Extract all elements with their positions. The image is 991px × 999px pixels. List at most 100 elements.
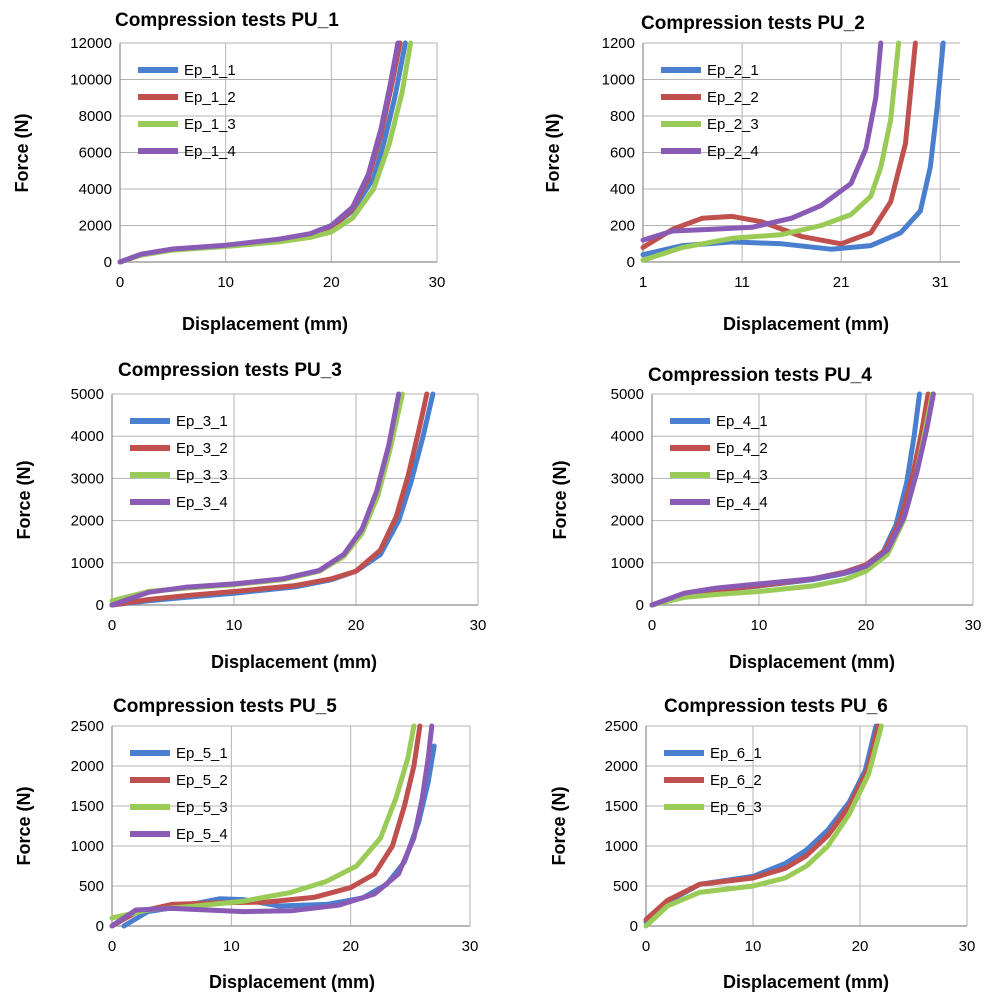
chart-panel-1: 0 2000 4000 6000 8000 10000 12000 0 10 20 30 Ep_1_1…	[12, 10, 445, 334]
y-tick-label: 1000	[71, 838, 104, 855]
y-tick-label: 1000	[611, 555, 644, 572]
legend-label: Ep_3_1	[176, 413, 228, 430]
y-tick-label: 2000	[79, 218, 112, 235]
chart-title: Compression tests PU_6	[664, 696, 888, 717]
legend-label: Ep_5_3	[176, 799, 228, 816]
y-tick-label: 1000	[71, 555, 104, 572]
y-tick-label: 0	[627, 254, 635, 271]
x-tick-label: 11	[734, 274, 750, 291]
x-tick-label: 30	[470, 617, 487, 634]
x-tick-label: 20	[348, 617, 365, 634]
y-axis-label: Force (N)	[550, 460, 570, 539]
legend-label: Ep_3_2	[176, 440, 228, 457]
x-axis-label: Displacement (mm)	[209, 972, 375, 992]
x-axis-label: Displacement (mm)	[723, 972, 889, 992]
legend-label: Ep_1_4	[184, 143, 236, 160]
y-tick-label: 800	[610, 108, 635, 125]
x-tick-label: 20	[852, 938, 869, 955]
chart-title: Compression tests PU_5	[113, 696, 337, 717]
y-tick-label: 1500	[605, 798, 638, 815]
y-tick-label: 2000	[71, 513, 104, 530]
y-tick-label: 4000	[79, 181, 112, 198]
legend-label: Ep_6_2	[710, 772, 762, 789]
legend-label: Ep_2_2	[707, 89, 759, 106]
chart-panel-4: 0 1000 2000 3000 4000 5000 0 10 20 30 Ep_4_1 Ep_4_2…	[550, 365, 981, 672]
legend-label: Ep_1_2	[184, 89, 236, 106]
legend-label: Ep_4_2	[716, 440, 768, 457]
legend-label: Ep_6_3	[710, 799, 762, 816]
y-tick-label: 10000	[70, 72, 112, 89]
x-tick-label: 0	[108, 617, 116, 634]
legend-label: Ep_5_1	[176, 745, 228, 762]
series-line-Ep_3_2	[109, 391, 430, 608]
y-tick-label: 600	[610, 145, 635, 162]
legend-label: Ep_5_2	[176, 772, 228, 789]
y-tick-label: 0	[96, 597, 104, 614]
series-line-Ep_5_2	[109, 723, 423, 929]
x-axis-label: Displacement (mm)	[723, 314, 889, 334]
legend-label: Ep_4_1	[716, 413, 768, 430]
x-tick-label: 30	[965, 617, 982, 634]
x-tick-label: 10	[751, 617, 768, 634]
y-axis-label: Force (N)	[549, 786, 569, 865]
x-tick-label: 0	[108, 938, 116, 955]
x-tick-label: 10	[217, 274, 234, 291]
y-tick-label: 2500	[71, 718, 104, 735]
legend-label: Ep_4_4	[716, 494, 768, 511]
legend-label: Ep_5_4	[176, 826, 228, 843]
x-axis-label: Displacement (mm)	[182, 314, 348, 334]
y-axis-label: Force (N)	[14, 786, 34, 865]
x-tick-label: 30	[462, 938, 479, 955]
y-tick-label: 500	[79, 878, 104, 895]
y-tick-label: 3000	[71, 470, 104, 487]
legend-label: Ep_3_3	[176, 467, 228, 484]
series-line-Ep_5_4	[109, 723, 435, 929]
x-tick-label: 20	[858, 617, 875, 634]
y-tick-label: 400	[610, 181, 635, 198]
x-axis-label: Displacement (mm)	[729, 652, 895, 672]
y-tick-label: 1000	[602, 72, 635, 89]
legend-label: Ep_1_1	[184, 62, 236, 79]
y-tick-label: 8000	[79, 108, 112, 125]
y-tick-label: 1000	[605, 838, 638, 855]
y-tick-label: 2500	[605, 718, 638, 735]
x-tick-label: 30	[959, 938, 976, 955]
x-tick-label: 10	[745, 938, 762, 955]
y-axis-label: Force (N)	[12, 113, 32, 192]
x-tick-label: 20	[342, 938, 359, 955]
x-tick-label: 21	[833, 274, 850, 291]
legend-label: Ep_4_3	[716, 467, 768, 484]
y-tick-label: 4000	[611, 428, 644, 445]
series-line-Ep_3_4	[109, 391, 402, 608]
y-tick-label: 1200	[602, 35, 635, 52]
series-line-Ep_2_4	[640, 40, 884, 243]
y-tick-label: 200	[610, 218, 635, 235]
y-tick-label: 3000	[611, 470, 644, 487]
chart-title: Compression tests PU_4	[648, 365, 872, 386]
x-tick-label: 31	[932, 274, 949, 291]
x-tick-label: 0	[116, 274, 124, 291]
y-tick-label: 0	[636, 597, 644, 614]
legend-label: Ep_2_4	[707, 143, 759, 160]
series-line-Ep_6_3	[643, 723, 884, 929]
x-tick-label: 30	[429, 274, 446, 291]
series-line-Ep_1_4	[117, 40, 401, 265]
legend-label: Ep_2_3	[707, 116, 759, 133]
chart-panel-6: 0 500 1000 1500 2000 2500 0 10 20 30 Ep_6_1 Ep_6_2 E…	[549, 696, 975, 992]
x-axis-label: Displacement (mm)	[211, 652, 377, 672]
y-tick-label: 4000	[71, 428, 104, 445]
y-tick-label: 2000	[71, 758, 104, 775]
x-tick-label: 0	[648, 617, 656, 634]
y-tick-label: 500	[613, 878, 638, 895]
x-tick-label: 1	[639, 274, 647, 291]
y-axis-label: Force (N)	[14, 460, 34, 539]
legend-label: Ep_3_4	[176, 494, 228, 511]
x-tick-label: 10	[226, 617, 243, 634]
x-tick-label: 0	[642, 938, 650, 955]
y-tick-label: 12000	[70, 35, 112, 52]
y-tick-label: 5000	[611, 386, 644, 403]
series-line-Ep_6_2	[643, 723, 881, 923]
y-tick-label: 1500	[71, 798, 104, 815]
